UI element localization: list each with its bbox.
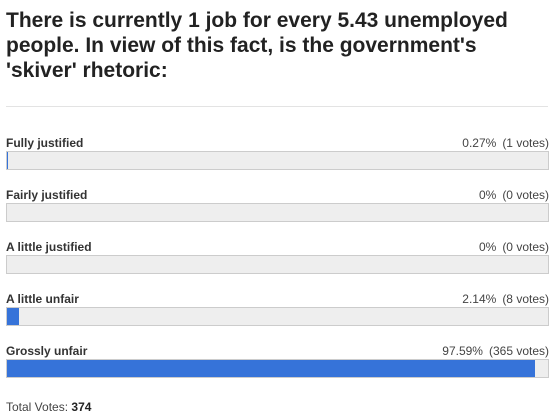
option-result: 0% (0 votes) [479, 240, 549, 254]
bar-fill [7, 308, 19, 325]
option-votes: (0 votes) [502, 188, 549, 202]
poll-option: Fully justified 0.27% (1 votes) [6, 136, 549, 176]
separator [6, 106, 548, 107]
poll-option: A little unfair 2.14% (8 votes) [6, 292, 549, 332]
option-result: 0.27% (1 votes) [462, 136, 549, 150]
poll-option: Grossly unfair 97.59% (365 votes) [6, 344, 549, 384]
option-label: Fairly justified [6, 188, 88, 202]
bar-track [6, 307, 549, 326]
option-percent: 2.14% [462, 292, 497, 306]
option-votes: (1 votes) [502, 136, 549, 150]
option-result: 97.59% (365 votes) [442, 344, 549, 358]
poll-option: A little justified 0% (0 votes) [6, 240, 549, 280]
option-label: Grossly unfair [6, 344, 88, 358]
bar-track [6, 359, 549, 378]
bar-track [6, 203, 549, 222]
bar-fill [7, 152, 9, 169]
option-result: 2.14% (8 votes) [462, 292, 549, 306]
option-percent: 97.59% [442, 344, 483, 358]
option-label: A little unfair [6, 292, 79, 306]
option-votes: (0 votes) [502, 240, 549, 254]
option-percent: 0% [478, 240, 497, 254]
total-votes: Total Votes: 374 [6, 400, 91, 414]
bar-track [6, 255, 549, 274]
option-votes: (365 votes) [488, 344, 549, 358]
bar-track [6, 151, 549, 170]
total-label: Total Votes: [6, 400, 69, 414]
poll-question: There is currently 1 job for every 5.43 … [6, 9, 508, 82]
option-votes: (8 votes) [502, 292, 549, 306]
option-percent: 0% [478, 188, 497, 202]
poll-option: Fairly justified 0% (0 votes) [6, 188, 549, 228]
option-label: A little justified [6, 240, 92, 254]
option-result: 0% (0 votes) [479, 188, 549, 202]
option-percent: 0.27% [462, 136, 497, 150]
bar-fill [7, 360, 535, 377]
total-value: 374 [71, 400, 92, 414]
option-label: Fully justified [6, 136, 84, 150]
